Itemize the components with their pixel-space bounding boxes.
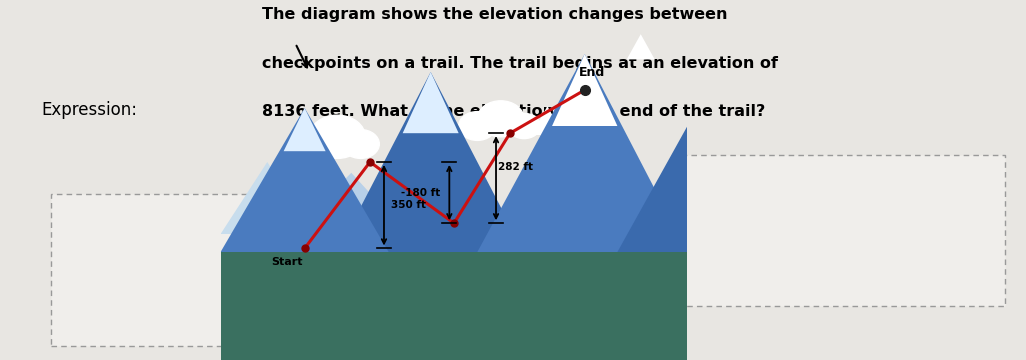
Text: checkpoints on a trail. The trail begins at an elevation of: checkpoints on a trail. The trail begins… — [262, 56, 778, 71]
Polygon shape — [570, 180, 687, 234]
Polygon shape — [531, 106, 563, 135]
Polygon shape — [618, 126, 687, 252]
Circle shape — [508, 113, 541, 139]
Polygon shape — [338, 257, 365, 283]
Polygon shape — [221, 252, 687, 360]
Text: 350 ft: 350 ft — [391, 200, 426, 210]
Text: The diagram shows the elevation changes between: The diagram shows the elevation changes … — [262, 7, 727, 22]
Polygon shape — [384, 180, 510, 234]
Circle shape — [459, 112, 496, 140]
Polygon shape — [438, 178, 470, 203]
Polygon shape — [290, 173, 407, 234]
Polygon shape — [221, 162, 314, 234]
Polygon shape — [221, 108, 389, 252]
FancyBboxPatch shape — [51, 194, 277, 346]
Polygon shape — [251, 322, 283, 351]
Circle shape — [290, 126, 338, 162]
Circle shape — [342, 130, 380, 158]
Polygon shape — [338, 72, 524, 252]
Polygon shape — [627, 34, 655, 59]
Text: -180 ft: -180 ft — [401, 188, 440, 198]
Text: 282 ft: 282 ft — [499, 162, 534, 172]
Polygon shape — [477, 54, 687, 252]
FancyBboxPatch shape — [677, 155, 1005, 306]
Polygon shape — [552, 54, 618, 126]
Text: End: End — [579, 66, 605, 79]
Text: Expression:: Expression: — [41, 101, 137, 119]
Circle shape — [477, 101, 524, 137]
Polygon shape — [402, 72, 459, 133]
Text: 8136 feet. What is the elevation at the end of the trail?: 8136 feet. What is the elevation at the … — [262, 104, 764, 120]
Text: Start: Start — [271, 257, 303, 267]
Polygon shape — [283, 108, 325, 151]
Polygon shape — [477, 162, 618, 234]
Circle shape — [309, 115, 365, 158]
